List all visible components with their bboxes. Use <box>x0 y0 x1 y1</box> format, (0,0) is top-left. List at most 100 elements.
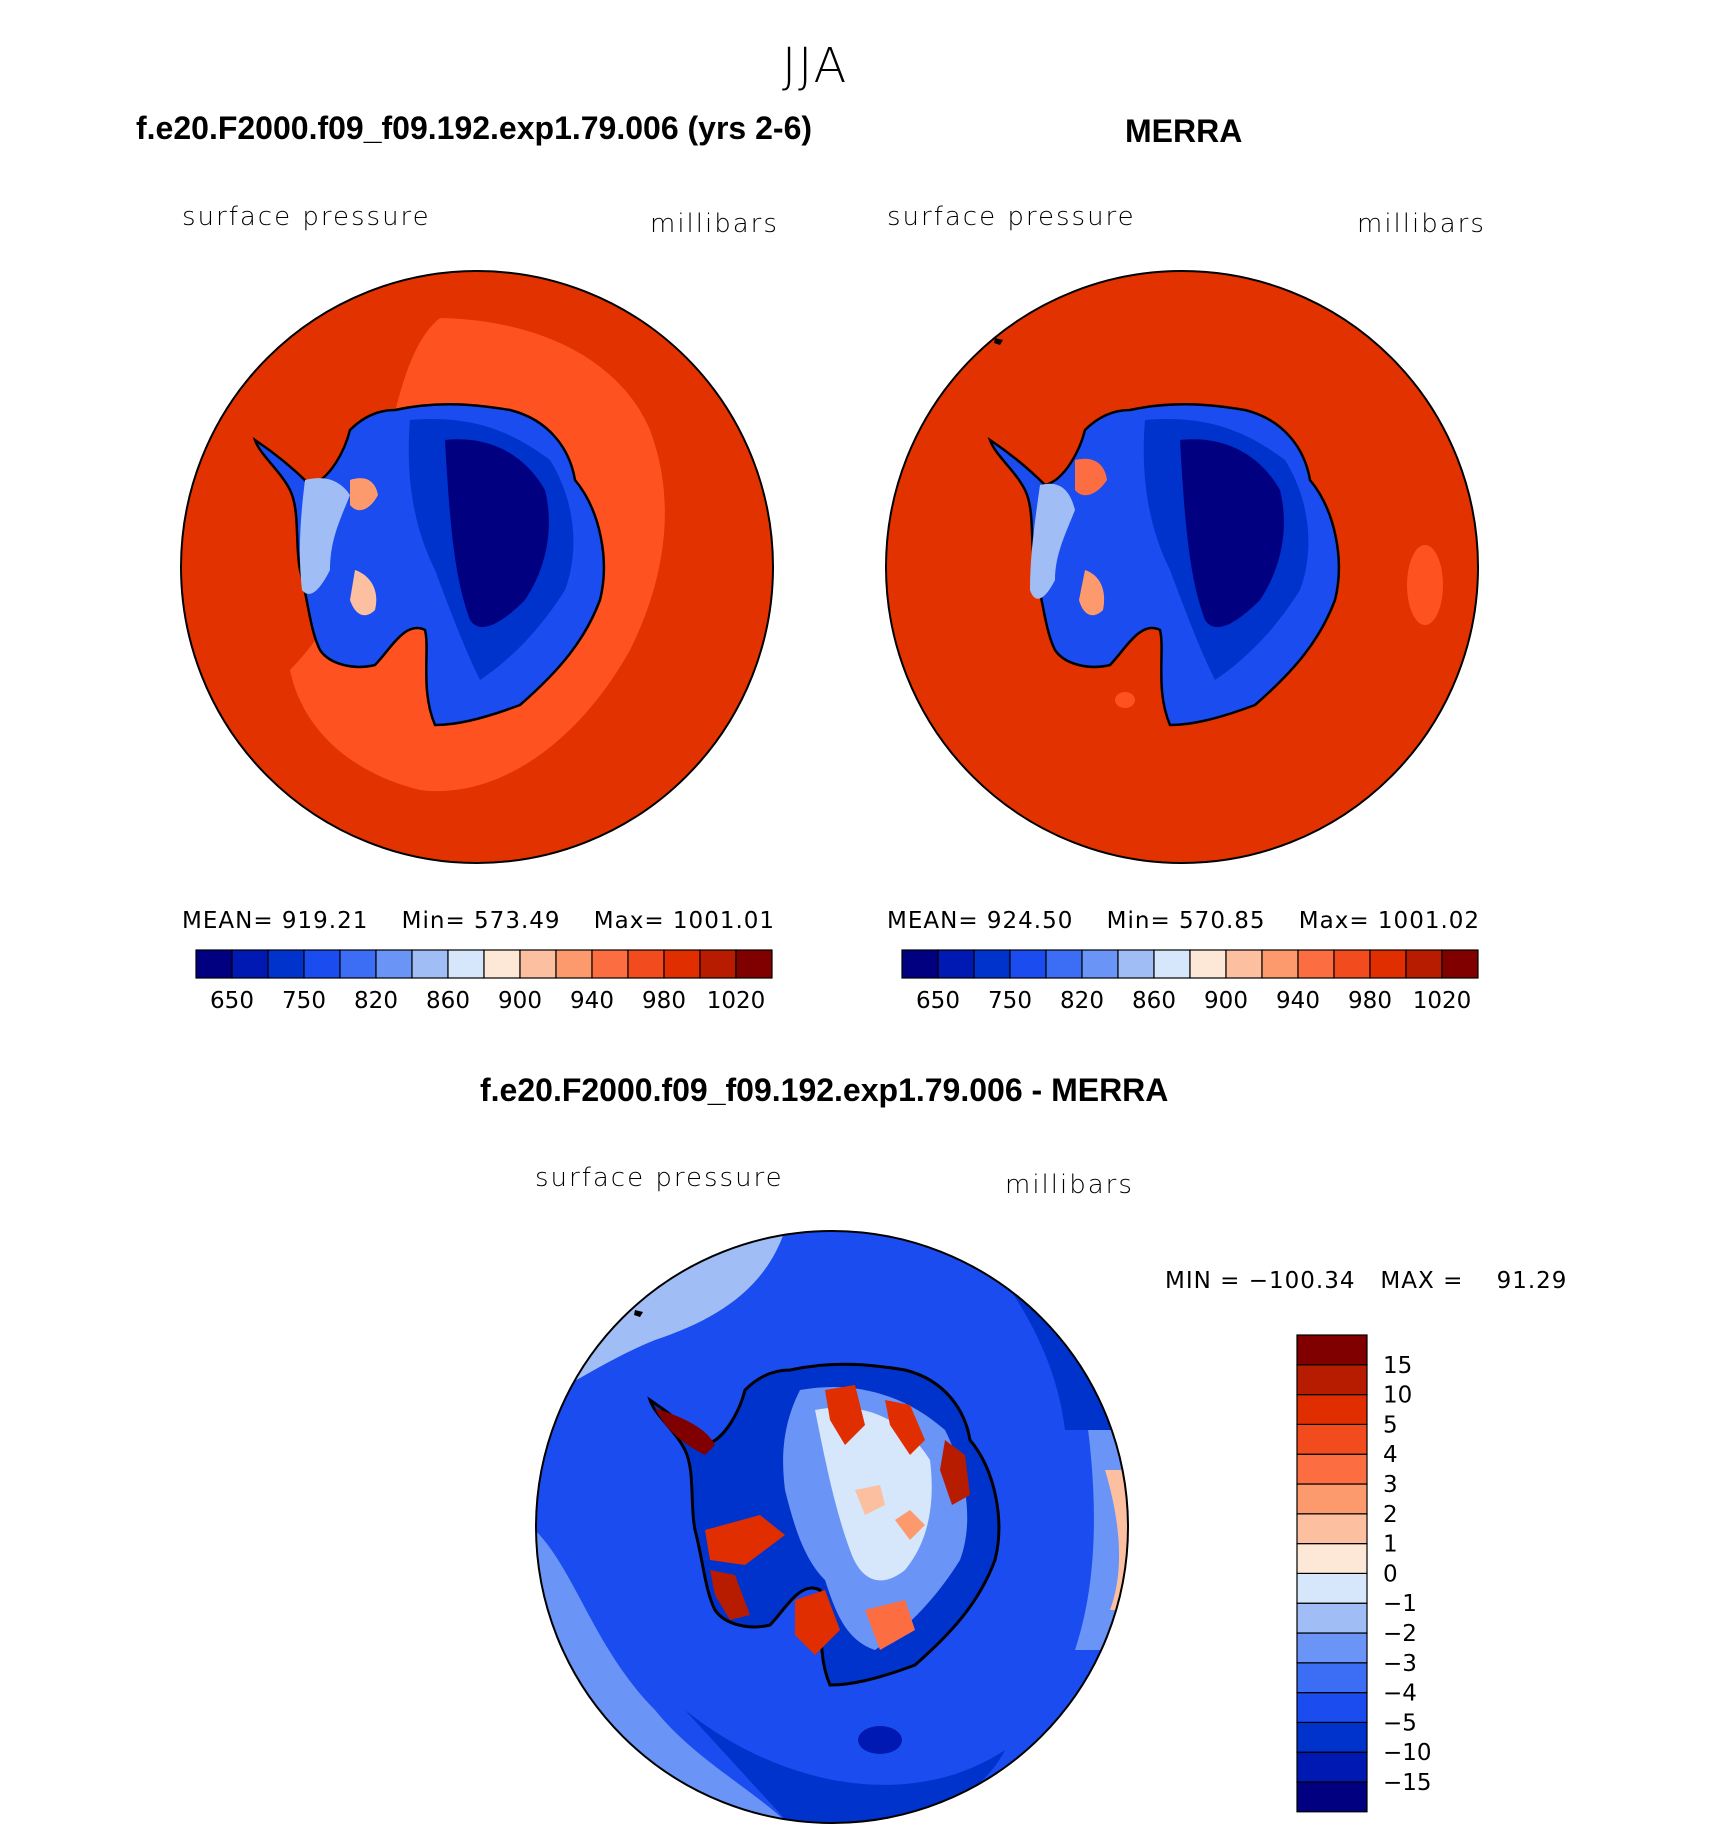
colorbar-swatch <box>195 949 233 979</box>
colorbar-tick-label: 1020 <box>1413 988 1472 1014</box>
colorbar-swatch <box>555 949 593 979</box>
colorbar-swatch <box>1296 1662 1368 1694</box>
map-border <box>885 270 1479 864</box>
colorbar-swatch <box>1296 1543 1368 1575</box>
colorbar-swatch <box>1009 949 1047 979</box>
map-border <box>180 270 774 864</box>
colorbar-swatch <box>901 949 939 979</box>
diff-min-value: −100.34 <box>1248 1268 1356 1294</box>
colorbar-tick-label: 650 <box>916 988 960 1014</box>
colorbar-tick-label: 750 <box>282 988 326 1014</box>
colorbar-swatch <box>1296 1364 1368 1396</box>
colorbar-tick-label: 820 <box>1060 988 1104 1014</box>
colorbar-swatch <box>1045 949 1083 979</box>
colorbar-swatch <box>1296 1602 1368 1634</box>
colorbar-tick-label: 15 <box>1383 1353 1412 1379</box>
obs-max-label: Max= <box>1298 908 1370 934</box>
diff-min-label: MIN = <box>1165 1268 1241 1294</box>
colorbar-swatch <box>447 949 485 979</box>
model-mean-value: 919.21 <box>281 908 369 934</box>
model-colorbar: 650 750 820 860 900 940 980 1020 <box>195 949 773 1014</box>
colorbar-tick-label: 1020 <box>707 988 766 1014</box>
obs-panel-title: MERRA <box>1125 113 1243 149</box>
colorbar-swatch <box>937 949 975 979</box>
colorbar-swatch <box>519 949 557 979</box>
colorbar-swatch <box>375 949 413 979</box>
coast-island <box>994 338 1003 345</box>
ocean-low-patch-2 <box>1115 692 1135 708</box>
model-variable-label: surface pressure <box>182 202 431 232</box>
colorbar-swatch <box>1296 1483 1368 1515</box>
colorbar-swatch <box>1296 1572 1368 1604</box>
antarctica-landmass <box>987 403 1341 727</box>
colorbar-swatch <box>1296 1721 1368 1753</box>
colorbar-tick-label: −3 <box>1383 1651 1417 1677</box>
colorbar-swatch <box>1296 1513 1368 1545</box>
colorbar-tick-label: 1 <box>1383 1532 1398 1558</box>
colorbar-swatch <box>231 949 269 979</box>
colorbar-tick-label: 820 <box>354 988 398 1014</box>
model-stats: MEAN= 919.21 Min= 573.49 Max= 1001.01 <box>182 908 775 934</box>
colorbar-tick-label: 650 <box>210 988 254 1014</box>
colorbar-swatch <box>483 949 521 979</box>
colorbar-swatch <box>1296 1632 1368 1664</box>
obs-stats: MEAN= 924.50 Min= 570.85 Max= 1001.02 <box>887 908 1480 934</box>
model-panel-title: f.e20.F2000.f09_f09.192.exp1.79.006 (yrs… <box>136 110 813 146</box>
colorbar-swatch <box>1369 949 1407 979</box>
colorbar-swatch <box>1261 949 1299 979</box>
colorbar-tick-label: −10 <box>1383 1740 1432 1766</box>
colorbar-swatch <box>1296 1393 1368 1425</box>
colorbar-tick-label: 900 <box>1204 988 1248 1014</box>
obs-colorbar: 650 750 820 860 900 940 980 1020 <box>901 949 1479 1014</box>
colorbar-swatch <box>1117 949 1155 979</box>
colorbar-tick-label: −1 <box>1383 1591 1417 1617</box>
colorbar-swatch <box>663 949 701 979</box>
colorbar-swatch <box>411 949 449 979</box>
colorbar-swatch <box>1296 1423 1368 1455</box>
ocean-low-patch <box>1407 545 1443 625</box>
colorbar-tick-label: 860 <box>1132 988 1176 1014</box>
colorbar-tick-label: 980 <box>1348 988 1392 1014</box>
colorbar-tick-label: −4 <box>1383 1681 1417 1707</box>
colorbar-tick-label: 860 <box>426 988 470 1014</box>
model-max-value: 1001.01 <box>672 908 776 934</box>
colorbar-tick-label: 3 <box>1383 1472 1398 1498</box>
obs-variable-label: surface pressure <box>887 202 1136 232</box>
obs-min-label: Min= <box>1106 908 1171 934</box>
colorbar-tick-label: −2 <box>1383 1621 1417 1647</box>
obs-units-label: millibars <box>1357 209 1486 239</box>
colorbar-swatch <box>1081 949 1119 979</box>
colorbar-tick-label: 980 <box>642 988 686 1014</box>
south-band <box>685 1710 1005 1823</box>
colorbar-swatch <box>1296 1453 1368 1485</box>
diff-max-value: 91.29 <box>1496 1268 1568 1294</box>
colorbar-swatch <box>1297 949 1335 979</box>
colorbar-swatch <box>1296 1334 1368 1366</box>
diff-polar-map <box>535 1230 1129 1824</box>
map-border <box>535 1230 1129 1824</box>
diff-panel-title: f.e20.F2000.f09_f09.192.exp1.79.006 - ME… <box>480 1072 1169 1108</box>
antarctica-landmass <box>252 403 606 727</box>
model-max-label: Max= <box>593 908 665 934</box>
colorbar-tick-label: 2 <box>1383 1502 1398 1528</box>
model-units-label: millibars <box>650 209 779 239</box>
obs-mean-label: MEAN= <box>887 908 979 934</box>
obs-mean-value: 924.50 <box>986 908 1074 934</box>
obs-max-value: 1001.02 <box>1377 908 1481 934</box>
colorbar-swatch <box>1296 1692 1368 1724</box>
diff-stats: MIN = −100.34 MAX = 91.29 <box>1165 1268 1567 1294</box>
colorbar-swatch <box>1296 1781 1368 1813</box>
colorbar-swatch <box>1333 949 1371 979</box>
colorbar-tick-label: 940 <box>1276 988 1320 1014</box>
colorbar-swatch <box>699 949 737 979</box>
colorbar-tick-label: 940 <box>570 988 614 1014</box>
antarctica-landmass <box>647 1362 1001 1687</box>
colorbar-swatch <box>973 949 1011 979</box>
colorbar-swatch <box>1441 949 1479 979</box>
colorbar-tick-label: −15 <box>1383 1770 1432 1796</box>
colorbar-tick-label: 5 <box>1383 1412 1398 1438</box>
colorbar-tick-label: 0 <box>1383 1561 1398 1587</box>
colorbar-swatch <box>1189 949 1227 979</box>
colorbar-swatch <box>303 949 341 979</box>
model-polar-map <box>180 270 774 864</box>
